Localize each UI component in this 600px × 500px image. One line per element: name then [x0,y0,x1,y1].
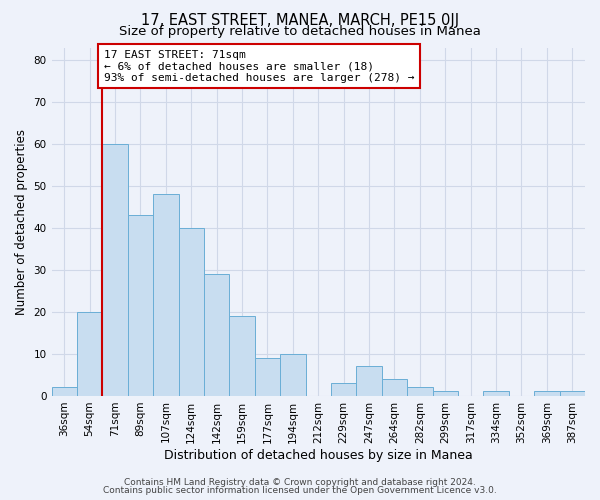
Bar [255,358,280,396]
Bar [484,392,509,396]
Text: Contains HM Land Registry data © Crown copyright and database right 2024.: Contains HM Land Registry data © Crown c… [124,478,476,487]
Text: 17 EAST STREET: 71sqm
← 6% of detached houses are smaller (18)
93% of semi-detac: 17 EAST STREET: 71sqm ← 6% of detached h… [104,50,414,83]
Bar [204,274,229,396]
Bar [103,144,128,396]
Text: Contains public sector information licensed under the Open Government Licence v3: Contains public sector information licen… [103,486,497,495]
Bar [153,194,179,396]
Bar [128,215,153,396]
Bar [229,316,255,396]
Text: Size of property relative to detached houses in Manea: Size of property relative to detached ho… [119,25,481,38]
Bar [382,379,407,396]
Text: 17, EAST STREET, MANEA, MARCH, PE15 0JJ: 17, EAST STREET, MANEA, MARCH, PE15 0JJ [141,12,459,28]
Bar [280,354,305,396]
Y-axis label: Number of detached properties: Number of detached properties [15,128,28,314]
Bar [534,392,560,396]
X-axis label: Distribution of detached houses by size in Manea: Distribution of detached houses by size … [164,450,473,462]
Bar [560,392,585,396]
Bar [52,387,77,396]
Bar [356,366,382,396]
Bar [433,392,458,396]
Bar [179,228,204,396]
Bar [77,312,103,396]
Bar [407,387,433,396]
Bar [331,383,356,396]
